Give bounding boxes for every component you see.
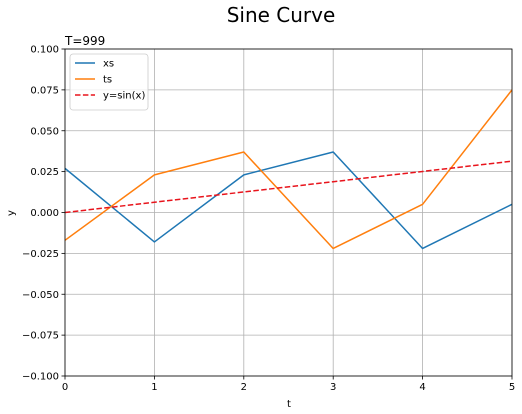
y-tick-label: 0.075 (30, 85, 59, 96)
y-tick-label: 0.025 (30, 167, 59, 178)
x-axis-label: t (287, 399, 291, 410)
series-line-y-sin-x- (65, 160, 512, 214)
y-tick-label: −0.100 (22, 372, 59, 383)
y-tick-label: −0.050 (22, 290, 59, 301)
plot-area: 0 1 2 3 4 5 −0.100 −0.075 −0.050 −0.025 0.000 0.025… (22, 45, 515, 394)
legend-box (69, 53, 149, 111)
y-tick-label: 0.100 (30, 45, 59, 56)
legend-label: xs (103, 59, 114, 70)
x-tick-label: 3 (330, 382, 336, 393)
chart-title: Sine Curve (227, 3, 336, 27)
x-tick-label: 2 (241, 382, 247, 393)
legend-label: ts (103, 75, 112, 86)
y-tick-label: 0.000 (30, 208, 59, 219)
chart-annotation: T=999 (64, 34, 105, 48)
series-line-xs (65, 151, 512, 250)
x-tick-label: 0 (62, 382, 68, 393)
x-tick-label: 4 (419, 382, 425, 393)
series-line-ts (65, 89, 512, 250)
y-tick-label: −0.025 (22, 249, 59, 260)
legend-label: y=sin(x) (103, 91, 145, 102)
y-axis-label: y (6, 210, 17, 216)
x-tick-label: 5 (509, 382, 515, 393)
y-tick-label: −0.075 (22, 331, 59, 342)
y-tick-label: 0.050 (30, 126, 59, 137)
x-tick-label: 1 (151, 382, 157, 393)
